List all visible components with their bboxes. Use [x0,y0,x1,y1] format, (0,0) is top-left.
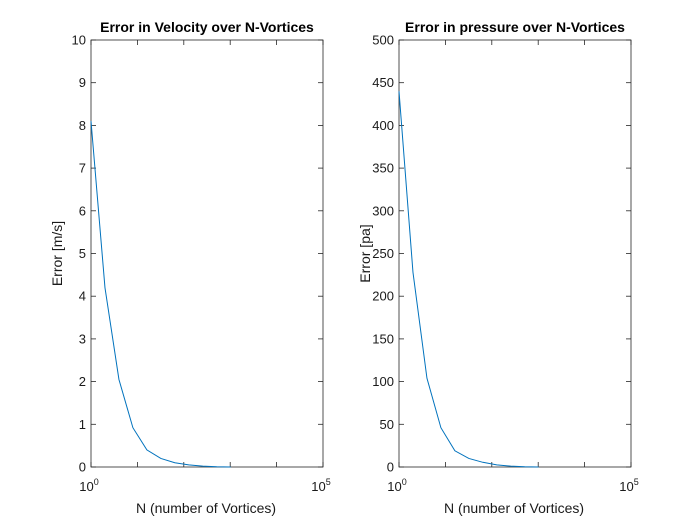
x-tick-label: 105 [619,477,638,494]
chart-title: Error in pressure over N-Vortices [405,19,625,35]
y-tick-label: 5 [79,246,86,261]
y-tick-label: 500 [372,33,394,48]
series-line [90,121,231,468]
y-tick-label: 0 [387,460,394,475]
x-tick-base: 10 [619,479,633,494]
y-tick-label: 9 [79,75,86,90]
series-line [398,91,539,468]
y-tick-label: 100 [372,374,394,389]
y-tick-label: 0 [79,460,86,475]
x-axis-label: N (number of Vortices) [136,500,276,516]
y-tick-label: 450 [372,75,394,90]
y-tick-label: 400 [372,118,394,133]
y-tick-label: 50 [380,417,394,432]
x-tick-exponent: 5 [326,477,331,487]
y-tick-label: 3 [79,331,86,346]
y-tick-label: 250 [372,246,394,261]
y-tick-label: 150 [372,331,394,346]
x-tick-base: 10 [311,479,325,494]
y-tick-label: 6 [79,203,86,218]
x-tick-exponent: 0 [402,477,407,487]
x-tick-exponent: 5 [634,477,639,487]
y-tick-label: 4 [79,289,86,304]
chart-title: Error in Velocity over N-Vortices [100,19,314,35]
y-tick-label: 200 [372,289,394,304]
x-tick-base: 10 [387,479,401,494]
y-tick-label: 350 [372,161,394,176]
y-tick-label: 10 [72,33,86,48]
x-tick-label: 100 [387,477,406,494]
y-axis-label: Error [pa] [357,224,373,282]
y-tick-label: 7 [79,161,86,176]
y-axis-label: Error [m/s] [49,221,65,286]
y-tick-label: 300 [372,203,394,218]
y-tick-label: 8 [79,118,86,133]
x-tick-label: 105 [311,477,330,494]
x-tick-exponent: 0 [94,477,99,487]
y-tick-label: 2 [79,374,86,389]
y-tick-label: 1 [79,417,86,432]
x-tick-base: 10 [79,479,93,494]
x-axis-label: N (number of Vortices) [444,500,584,516]
x-tick-label: 100 [79,477,98,494]
